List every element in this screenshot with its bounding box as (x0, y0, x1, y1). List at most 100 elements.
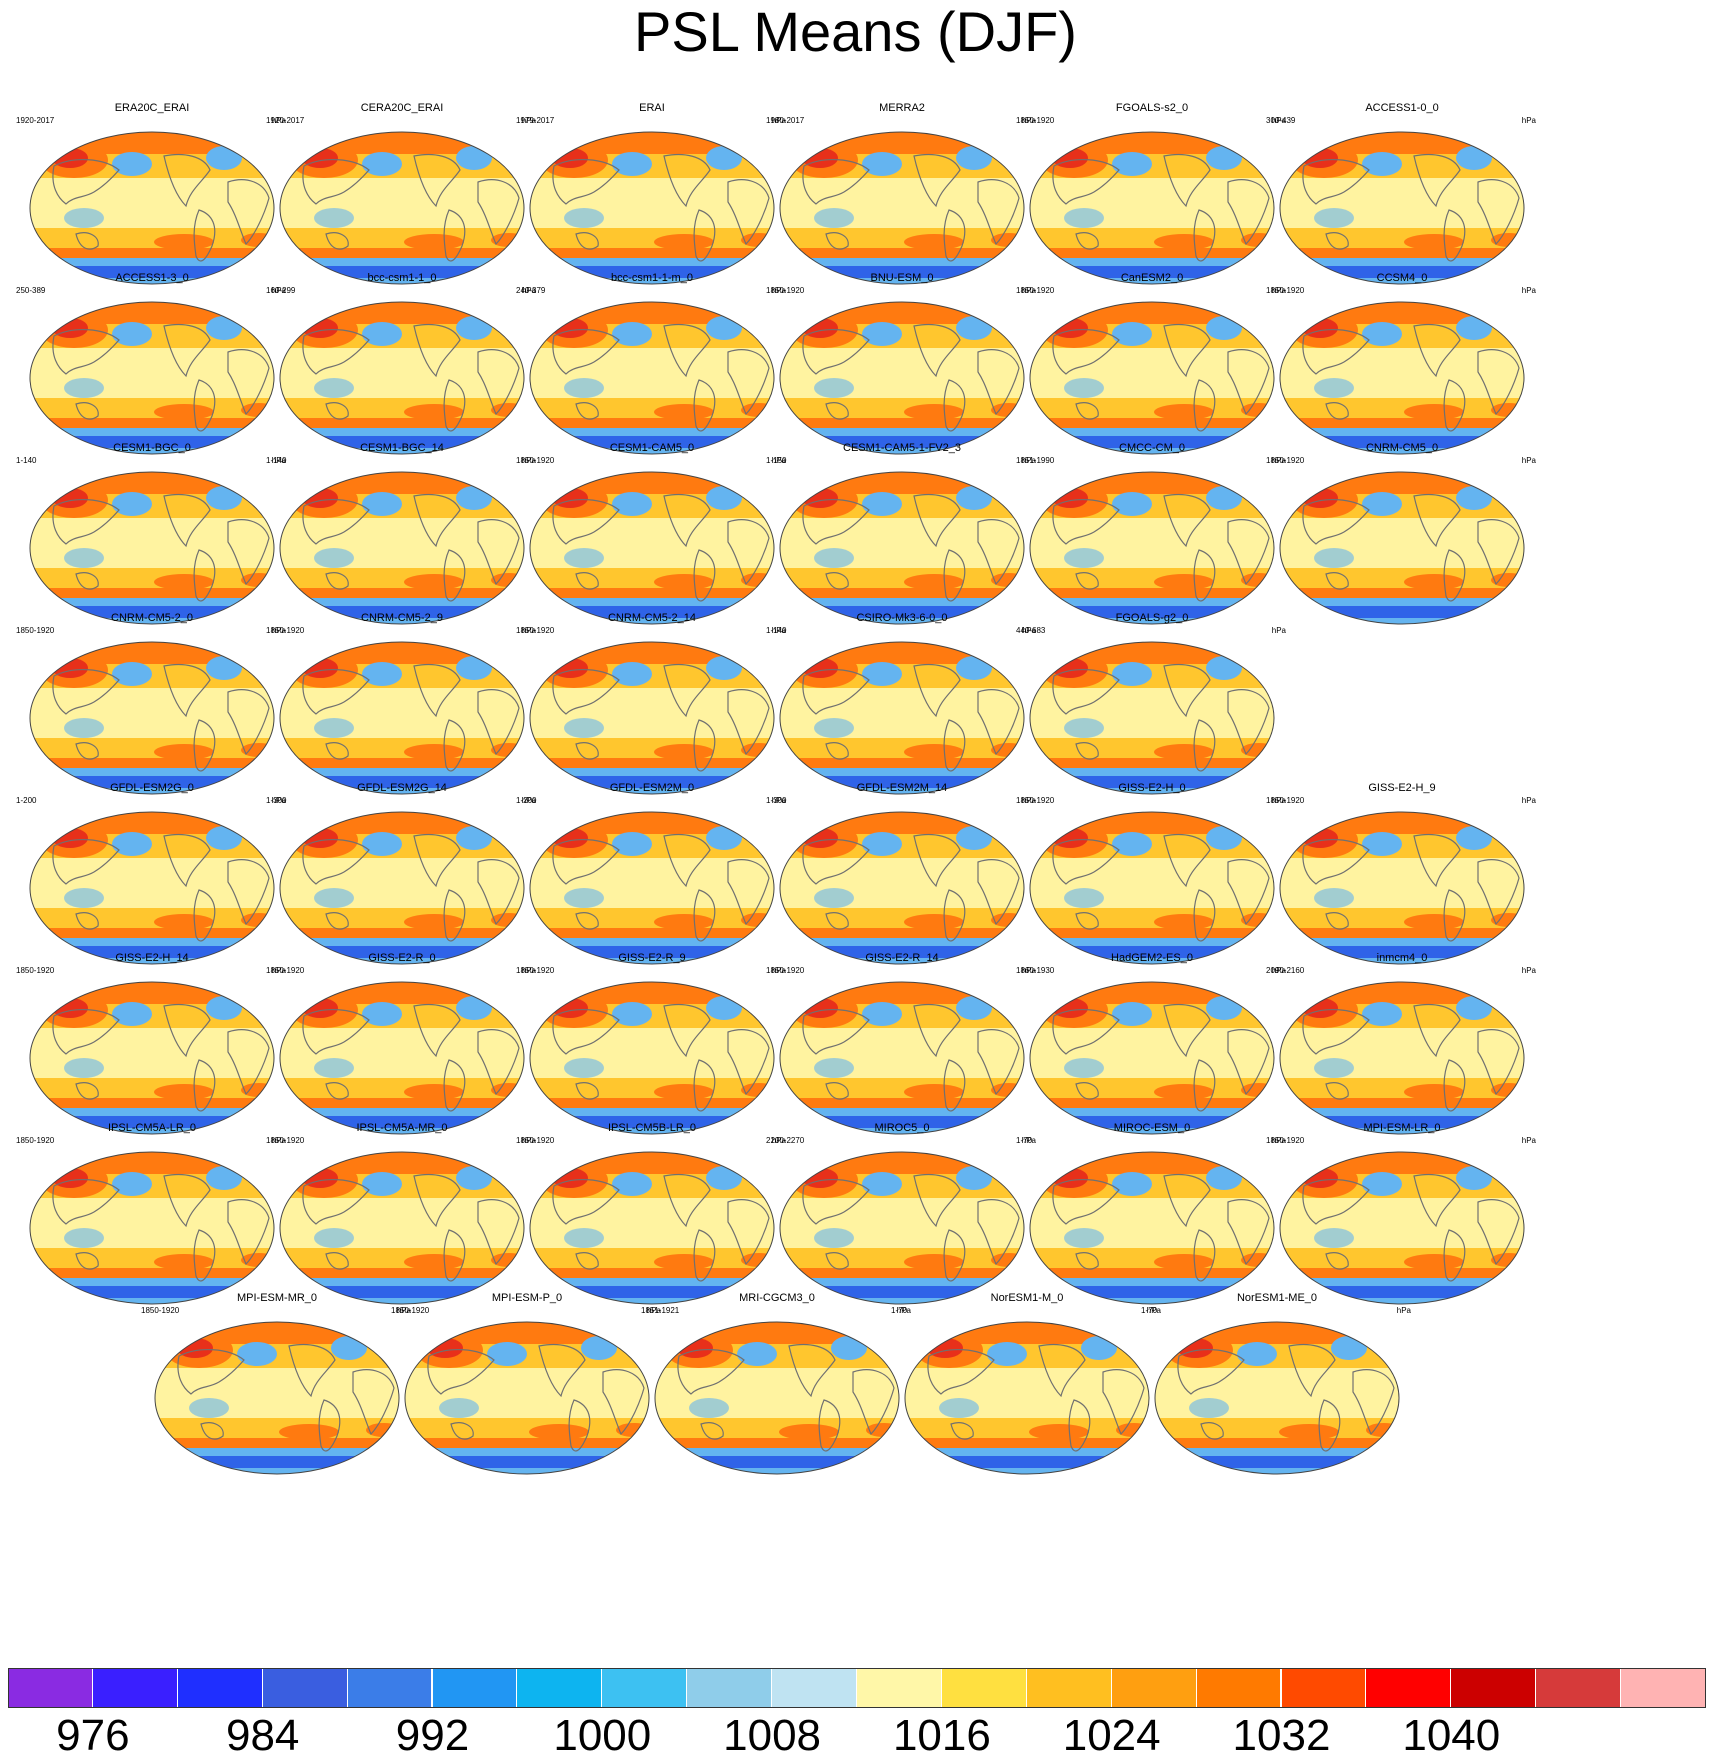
psl-field (1030, 472, 1274, 624)
map-panel: CESM1-BGC_14 1-140 hPa (264, 436, 540, 630)
panel-title: MIROC-ESM_0 (1113, 1122, 1191, 1134)
map-panel: ERAI 1979-2017 hPa (514, 96, 790, 290)
psl-field (280, 812, 524, 964)
map-panel: GISS-E2-H_0 1850-1920 hPa (1014, 776, 1290, 970)
panel-title: FGOALS-g2_0 (1115, 612, 1189, 624)
colorbar-swatch (1196, 1668, 1282, 1708)
panel-title: CCSM4_0 (1376, 272, 1428, 284)
panel-units: hPa (521, 626, 536, 635)
map-panel: GFDL-ESM2M_14 1-300 hPa (764, 776, 1040, 970)
panel-title: CESM1-BGC_0 (113, 442, 191, 454)
panel-units: hPa (1521, 796, 1536, 805)
map-panel: CanESM2_0 1850-1920 hPa (1014, 266, 1290, 460)
colorbar-swatch (857, 1668, 942, 1708)
colorbar-swatch (1451, 1668, 1537, 1708)
panel-title: ERA20C_ERAI (114, 102, 190, 114)
panel-title: CESM1-CAM5_0 (609, 442, 695, 454)
panel-title: MPI-ESM-MR_0 (236, 1292, 318, 1304)
panel-title: FGOALS-s2_0 (1115, 102, 1189, 114)
panel-period: 1980-2017 (766, 116, 805, 125)
world-map (29, 641, 275, 795)
panel-units: hPa (1021, 116, 1036, 125)
map-panel: bcc-csm1-1_0 160-299 hPa (264, 266, 540, 460)
colorbar-tick-label: 1000 (553, 1711, 652, 1760)
map-panel: CNRM-CM5-2_9 1850-1920 hPa (264, 606, 540, 800)
panel-units: hPa (1021, 796, 1036, 805)
panel-title: CNRM-CM5-2_0 (111, 612, 193, 624)
panel-title: IPSL-CM5A-MR_0 (356, 1122, 448, 1134)
panel-units: hPa (1021, 626, 1036, 635)
colorbar-swatch (772, 1668, 857, 1708)
map-panel: GISS-E2-R_0 1850-1920 hPa (264, 946, 540, 1140)
world-map (1279, 1151, 1525, 1305)
world-map (279, 1151, 525, 1305)
psl-field (30, 642, 274, 794)
panel-units: hPa (1521, 966, 1536, 975)
world-map (1279, 811, 1525, 965)
panel-units: hPa (771, 626, 786, 635)
panel-units: hPa (1271, 456, 1286, 465)
panel-units: hPa (1521, 1136, 1536, 1145)
map-panel: IPSL-CM5A-LR_0 1850-1920 hPa (14, 1116, 290, 1310)
psl-field (1030, 642, 1274, 794)
psl-field (280, 132, 524, 284)
world-map (779, 131, 1025, 285)
panel-title: GISS-E2-R_14 (865, 952, 939, 964)
colorbar-tick-label: 1040 (1402, 1711, 1501, 1760)
map-panel: GISS-E2-H_9 1850-1920 hPa (1264, 776, 1540, 970)
panel-title: MPI-ESM-LR_0 (1363, 1122, 1441, 1134)
panel-title: MRI-CGCM3_0 (739, 1292, 815, 1304)
panel-units: hPa (1521, 116, 1536, 125)
world-map (1279, 471, 1525, 625)
world-map (529, 641, 775, 795)
panel-period: 1-150 (766, 456, 787, 465)
panel-units: hPa (646, 1306, 661, 1315)
world-map (279, 641, 525, 795)
world-map (1279, 131, 1525, 285)
panel-period: 1850-1920 (516, 1136, 555, 1145)
panel-units: hPa (521, 1136, 536, 1145)
panel-period: 1850-1920 (1266, 456, 1305, 465)
panel-units: hPa (771, 796, 786, 805)
panel-title: GISS-E2-H_9 (1368, 782, 1436, 794)
psl-field (780, 642, 1024, 794)
panel-period: 160-299 (266, 286, 296, 295)
map-panel: ACCESS1-0_0 300-439 hPa (1264, 96, 1540, 290)
panel-units: hPa (1021, 1136, 1036, 1145)
world-map (779, 471, 1025, 625)
colorbar-swatch (432, 1668, 518, 1708)
map-panel: MRI-CGCM3_0 1851-1921 hPa (639, 1286, 915, 1480)
psl-field (30, 1152, 274, 1304)
colorbar-swatch (1111, 1668, 1197, 1708)
map-panel: CESM1-CAM5_0 1850-1920 hPa (514, 436, 790, 630)
map-panel: IPSL-CM5A-MR_0 1850-1920 hPa (264, 1116, 540, 1310)
panel-title: ACCESS1-0_0 (1365, 102, 1439, 114)
panel-period: 1920-2017 (266, 116, 305, 125)
colorbar-swatch (8, 1668, 93, 1708)
panel-units: hPa (271, 116, 286, 125)
psl-field (280, 642, 524, 794)
map-panel: BNU-ESM_0 1850-1920 hPa (764, 266, 1040, 460)
panel-title: bcc-csm1-1_0 (367, 272, 437, 284)
map-panel: CNRM-CM5_0 1850-1920 hPa (1264, 436, 1540, 630)
map-panel: inmcm4_0 2090-2160 hPa (1264, 946, 1540, 1140)
world-map (29, 1151, 275, 1305)
panel-units: hPa (1021, 456, 1036, 465)
panel-units: hPa (521, 796, 536, 805)
panel-title: MIROC5_0 (874, 1122, 930, 1134)
colorbar-swatch (347, 1668, 433, 1708)
world-map (29, 131, 275, 285)
world-map (1279, 301, 1525, 455)
colorbar (8, 1668, 1706, 1708)
psl-field (530, 812, 774, 964)
panel-title: CanESM2_0 (1120, 272, 1184, 284)
map-panel: IPSL-CM5B-LR_0 1850-1920 hPa (514, 1116, 790, 1310)
panel-units: hPa (771, 116, 786, 125)
panel-title: inmcm4_0 (1376, 952, 1428, 964)
map-panel: MIROC-ESM_0 1-70 hPa (1014, 1116, 1290, 1310)
panel-period: 1-70 (1141, 1306, 1158, 1315)
panel-units: hPa (271, 286, 286, 295)
map-panel: CNRM-CM5-2_0 1850-1920 hPa (14, 606, 290, 800)
panel-units: hPa (1271, 286, 1286, 295)
map-panel: NorESM1-ME_0 1-70 hPa (1139, 1286, 1415, 1480)
